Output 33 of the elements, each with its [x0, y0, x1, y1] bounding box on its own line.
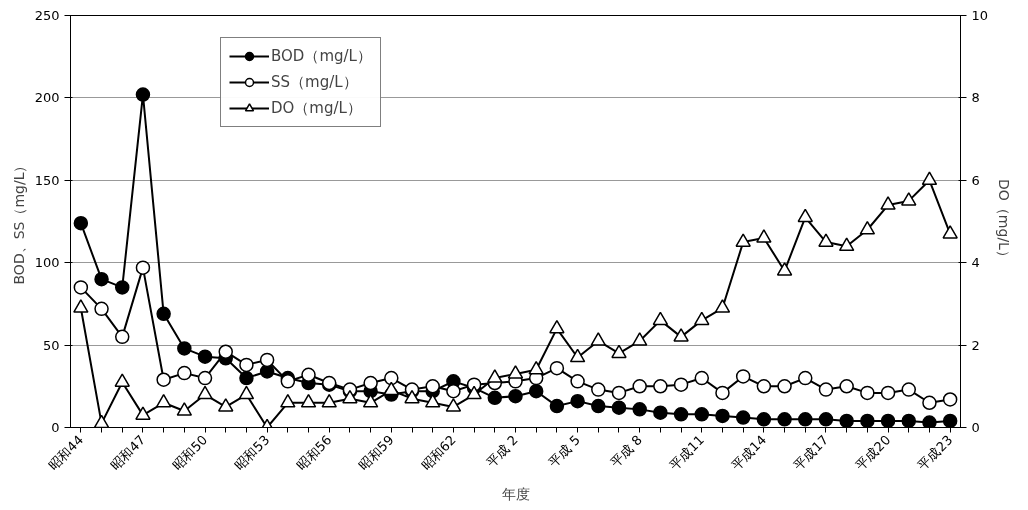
x-tick-label: 平成23	[914, 432, 956, 473]
x-tick-label: 昭和53	[231, 432, 273, 473]
x-axis-title: 年度	[501, 486, 530, 503]
y-tick-label: 200	[34, 90, 60, 106]
y2-tick-label: 0	[971, 420, 980, 435]
x-tick-label: 昭和59	[355, 432, 397, 473]
x-tick-label: 平成17	[790, 432, 832, 473]
y-axis-title: BOD、SS（mg/L）	[10, 158, 27, 285]
y-tick-label: 100	[34, 255, 60, 271]
x-tick-label: 平成 5	[545, 432, 583, 470]
y2-tick-label: 4	[971, 255, 980, 271]
y-tick-label: 50	[42, 337, 60, 353]
y2-tick-label: 6	[971, 172, 980, 188]
y2-axis-title: DO（mg/L）	[996, 179, 1013, 264]
x-tick-label: 平成 8	[607, 432, 645, 470]
legend-label: SS（mg/L）	[271, 72, 358, 92]
x-tick-label: 昭和62	[418, 432, 459, 473]
y-tick-label: 250	[34, 8, 60, 23]
x-tick-label: 平成11	[666, 432, 708, 473]
y2-tick-label: 2	[971, 337, 980, 353]
y-tick-label: 150	[34, 172, 60, 188]
y-tick-label: 0	[51, 420, 60, 435]
x-tick-label: 昭和44	[45, 432, 87, 473]
x-tick-label: 平成 2	[483, 432, 521, 470]
legend-label: DO（mg/L）	[271, 98, 362, 118]
x-tick-label: 平成14	[728, 432, 770, 473]
y2-tick-label: 8	[971, 90, 980, 106]
x-tick-label: 平成20	[852, 432, 894, 473]
legend-label: BOD（mg/L）	[271, 46, 372, 66]
x-tick-label: 昭和50	[169, 432, 211, 473]
x-tick-label: 昭和56	[293, 432, 335, 473]
y2-tick-label: 10	[971, 8, 989, 23]
x-tick-label: 昭和47	[107, 432, 149, 473]
